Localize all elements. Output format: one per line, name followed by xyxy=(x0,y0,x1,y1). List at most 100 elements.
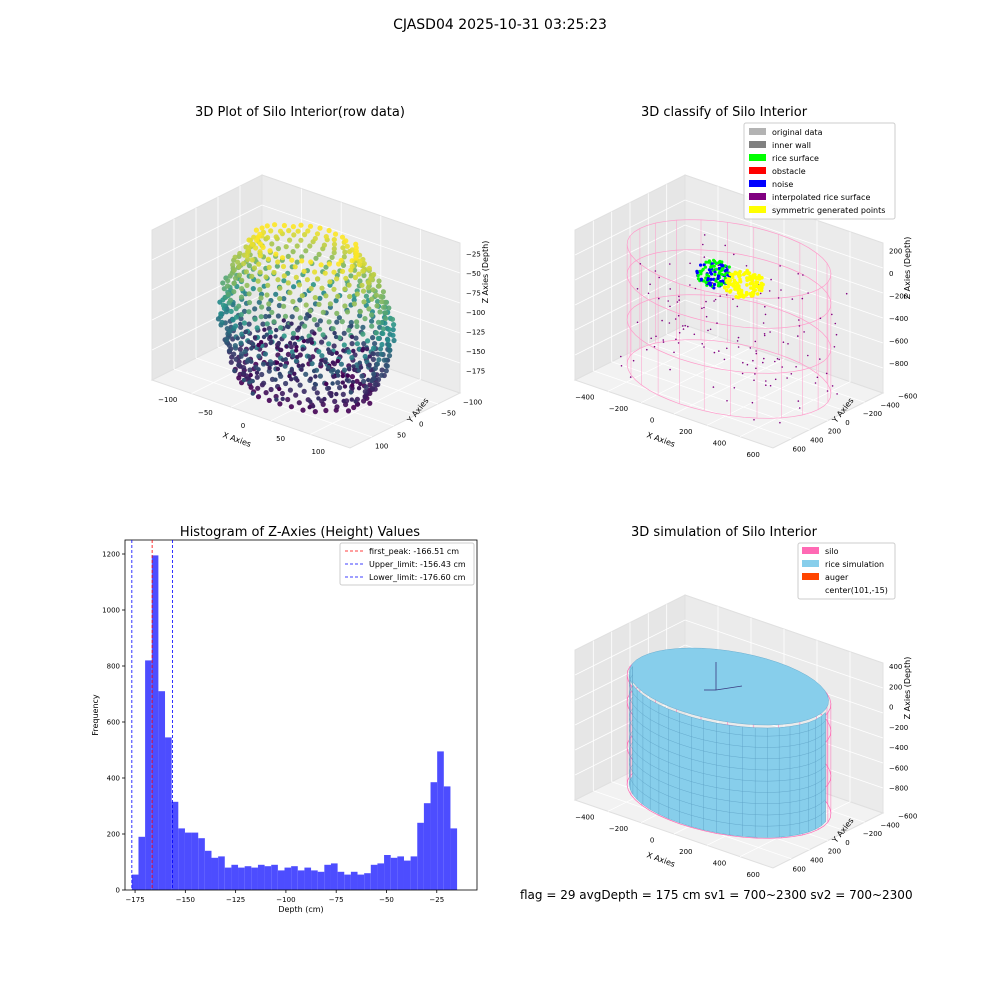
legend-label: symmetric generated points xyxy=(772,206,885,215)
histogram-bar xyxy=(364,873,371,890)
data-point xyxy=(286,324,291,330)
data-point xyxy=(287,387,293,393)
data-point xyxy=(233,356,239,362)
data-point xyxy=(376,278,382,284)
data-point xyxy=(344,309,351,315)
data-point xyxy=(797,335,799,337)
data-point xyxy=(347,367,352,372)
data-point xyxy=(298,237,304,243)
chart4-xticks: −400 −200 0 200 400 600 xyxy=(575,813,760,879)
data-point xyxy=(228,359,234,365)
data-point xyxy=(317,326,323,332)
data-point xyxy=(232,254,238,260)
data-point xyxy=(319,358,324,363)
data-point xyxy=(292,341,298,346)
data-point xyxy=(384,363,390,369)
data-point xyxy=(335,373,341,378)
data-point xyxy=(227,328,233,334)
data-point xyxy=(275,277,281,283)
chart4-yticks: −600−400−200 0 200 400 600 xyxy=(793,812,918,873)
legend-swatch xyxy=(749,167,766,174)
data-point xyxy=(636,288,639,290)
data-point xyxy=(816,376,819,379)
data-point xyxy=(375,335,381,341)
data-point xyxy=(382,310,389,316)
data-point xyxy=(703,256,706,258)
data-point xyxy=(253,227,259,233)
data-point xyxy=(344,243,350,249)
data-point xyxy=(250,391,255,396)
chart2-xlabel: X Axies xyxy=(645,430,676,449)
data-point xyxy=(346,282,352,288)
data-point xyxy=(356,386,362,391)
data-point xyxy=(684,324,686,327)
data-point xyxy=(285,253,291,259)
data-point xyxy=(290,249,296,255)
data-point xyxy=(777,297,780,299)
data-point xyxy=(353,399,358,404)
data-point xyxy=(264,223,270,229)
data-point xyxy=(669,263,671,265)
data-point xyxy=(326,341,332,347)
y-tick-label: 0 xyxy=(116,887,120,895)
data-point xyxy=(322,396,327,402)
data-point xyxy=(723,358,726,361)
chart1-zticks: −25 −50 −75 −100 −125 −150 −175 xyxy=(466,251,485,376)
data-point xyxy=(244,282,250,288)
data-point xyxy=(273,251,279,257)
data-point xyxy=(250,286,256,292)
histogram-bar xyxy=(390,857,398,890)
data-point xyxy=(363,384,369,390)
data-point xyxy=(329,254,335,260)
data-point xyxy=(649,283,651,286)
data-point xyxy=(341,367,348,373)
data-point xyxy=(238,294,245,300)
chart4-zticks: 400 200 0 −200 −400 −600 −800 xyxy=(889,663,908,793)
data-point xyxy=(283,244,289,250)
x-tick-label: −100 xyxy=(276,896,295,904)
data-point xyxy=(246,376,251,381)
histogram-bar xyxy=(330,863,338,890)
data-point xyxy=(734,295,738,299)
chart1-zlabel: Z Axies (Depth) xyxy=(481,241,490,304)
data-point xyxy=(241,320,247,326)
histogram-bar xyxy=(344,874,351,890)
data-point xyxy=(369,318,375,324)
data-point xyxy=(299,335,305,341)
data-point xyxy=(371,345,377,351)
data-point xyxy=(819,317,822,320)
data-point xyxy=(279,390,285,397)
data-point xyxy=(365,338,371,344)
data-point xyxy=(778,358,780,361)
data-point xyxy=(291,232,297,238)
data-point xyxy=(268,362,273,367)
data-point xyxy=(264,332,269,337)
data-point xyxy=(281,273,287,279)
data-point xyxy=(224,283,231,289)
data-point xyxy=(275,366,281,372)
histogram-bar xyxy=(271,864,278,890)
data-point xyxy=(241,365,247,371)
data-point xyxy=(237,250,243,257)
data-point xyxy=(323,234,329,240)
data-point xyxy=(267,365,272,371)
chart4-yticks-label: −600 xyxy=(898,812,917,820)
data-point xyxy=(819,358,821,360)
data-point xyxy=(332,330,337,336)
data-point xyxy=(266,264,272,270)
data-point xyxy=(265,282,271,288)
histogram-bar xyxy=(277,870,285,890)
data-point xyxy=(285,351,291,357)
data-point xyxy=(701,307,703,310)
data-point xyxy=(372,365,378,371)
data-point xyxy=(241,377,247,383)
data-point xyxy=(349,341,355,347)
data-point xyxy=(352,267,358,273)
data-point xyxy=(256,342,261,348)
data-point xyxy=(337,385,343,391)
data-point xyxy=(269,339,274,345)
data-point xyxy=(255,278,261,284)
data-point xyxy=(348,273,354,279)
data-point xyxy=(280,263,287,270)
data-point xyxy=(712,282,717,287)
